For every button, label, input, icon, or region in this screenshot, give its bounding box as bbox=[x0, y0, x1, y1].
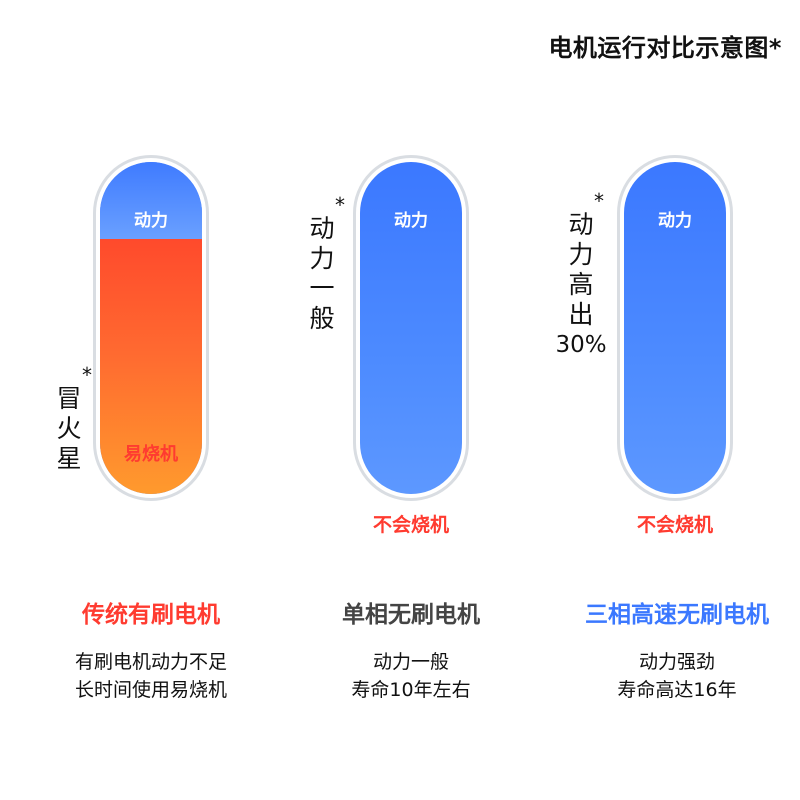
desc-line: 寿命高达16年 bbox=[617, 679, 737, 701]
desc-line: 动力一般 bbox=[372, 651, 449, 673]
side-label-higher-power: * 动 力 高 出 30% bbox=[550, 189, 612, 360]
side-label-line: 高 bbox=[568, 270, 594, 299]
side-label-line: 般 bbox=[309, 304, 335, 333]
power-label: 动力 bbox=[134, 211, 168, 231]
page-title: 电机运行对比示意图* bbox=[548, 34, 782, 62]
side-label-line: 动 bbox=[309, 214, 335, 243]
asterisk: * bbox=[82, 363, 92, 387]
desc-single-phase-motor: 动力一般 寿命10年左右 bbox=[281, 648, 541, 704]
no-burnout-label: 不会烧机 bbox=[636, 514, 713, 536]
asterisk: * bbox=[335, 193, 345, 217]
side-label-sparks: * 冒 火 星 bbox=[38, 363, 100, 474]
desc-line: 寿命10年左右 bbox=[351, 679, 471, 701]
heading-three-phase-motor: 三相高速无刷电机 bbox=[585, 602, 769, 628]
no-burnout-label: 不会烧机 bbox=[372, 514, 449, 536]
power-label: 动力 bbox=[658, 211, 692, 231]
capsule-fill: 动力 易烧机 bbox=[100, 162, 202, 494]
side-label-line: 30% bbox=[555, 332, 607, 358]
side-label-line: 力 bbox=[568, 240, 594, 269]
desc-brushed-motor: 有刷电机动力不足 长时间使用易烧机 bbox=[21, 648, 281, 704]
heat-segment bbox=[100, 239, 202, 494]
burnout-label: 易烧机 bbox=[124, 444, 178, 465]
motor-capsule-three-phase: 动力 bbox=[617, 155, 733, 501]
desc-line: 长时间使用易烧机 bbox=[74, 679, 227, 701]
side-label-line: 出 bbox=[568, 300, 594, 329]
desc-line: 有刷电机动力不足 bbox=[74, 651, 227, 673]
asterisk: * bbox=[594, 189, 604, 213]
side-label-line: 星 bbox=[56, 444, 82, 473]
side-label-line: 冒 bbox=[56, 384, 82, 413]
side-label-line: 力 bbox=[309, 244, 335, 273]
power-segment bbox=[100, 162, 202, 239]
capsule-fill: 动力 bbox=[624, 162, 726, 494]
side-label-line: 动 bbox=[568, 210, 594, 239]
motor-capsule-brushed: 动力 易烧机 bbox=[93, 155, 209, 501]
desc-line: 动力强劲 bbox=[638, 651, 715, 673]
heading-single-phase-motor: 单相无刷电机 bbox=[342, 602, 480, 628]
heading-brushed-motor: 传统有刷电机 bbox=[82, 602, 220, 628]
side-label-average-power: * 动 力 一 般 bbox=[291, 193, 353, 334]
side-label-line: 一 bbox=[309, 274, 335, 303]
power-label: 动力 bbox=[394, 211, 428, 231]
motor-capsule-single-phase: 动力 bbox=[353, 155, 469, 501]
capsule-fill: 动力 bbox=[360, 162, 462, 494]
side-label-line: 火 bbox=[56, 414, 82, 443]
desc-three-phase-motor: 动力强劲 寿命高达16年 bbox=[547, 648, 800, 704]
